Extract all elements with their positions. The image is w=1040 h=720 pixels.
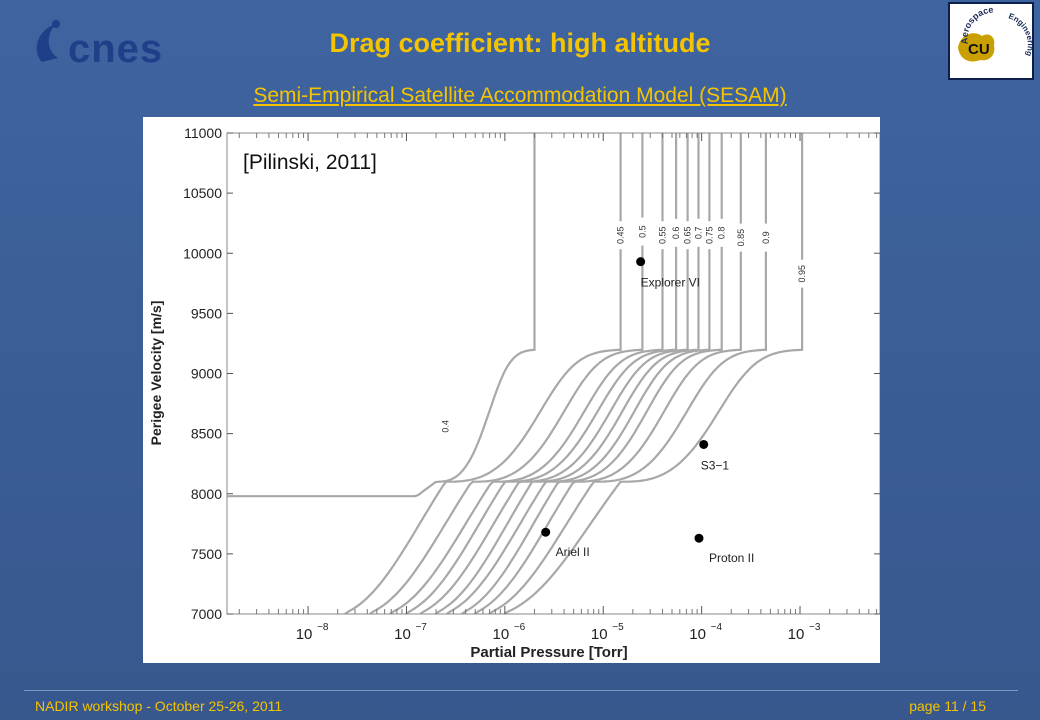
chart-curve-labels: 0.4 0.45 0.5 0.55 0.6 0.65 0.7 0.75 0.8 0.85 0.9 0.… [439,217,809,441]
x-tick-exponent: −5 [612,622,624,633]
curve-label: 0.95 [797,265,807,283]
cnes-logo: cnes [36,20,163,71]
y-tick-label: 8000 [191,486,222,502]
curve-label-bg [715,218,728,247]
curve-0-95 [503,133,804,615]
chart-citation: [Pilinski, 2011] [243,151,377,174]
cu-logo-text-side: Engineering [1007,11,1035,57]
satellite-label: Ariel II [556,545,590,559]
x-tick-label: 10 [689,626,706,643]
x-tick-label: 10 [591,626,608,643]
chart-plot-frame [226,132,881,615]
x-tick-exponent: −8 [317,622,329,633]
curve-label: 0.8 [717,227,727,240]
curve-0-9 [488,133,767,615]
curve-label-bg [670,218,683,247]
x-tick-label: 10 [493,626,510,643]
chart-x-axis-label: Partial Pressure [Torr] [470,644,627,661]
footer-page-number: page 11 / 15 [909,698,986,714]
y-tick-label: 7500 [191,546,222,562]
chart-ticks: 7000 7500 8000 8500 9000 9500 10000 10500 11000 1… [183,125,880,643]
curve-0-65 [419,133,689,615]
slide-subtitle: Semi-Empirical Satellite Accommodation M… [253,84,787,107]
x-tick-exponent: −4 [711,622,723,633]
curve-0-4 [227,133,536,498]
y-tick-label: 11000 [184,125,222,141]
y-tick-label: 10000 [183,245,222,261]
y-tick-label: 9000 [191,366,222,382]
curve-label: 0.7 [694,227,704,240]
satellite-point [699,439,709,449]
y-tick-label: 8500 [191,426,222,442]
curve-0-85 [474,133,742,615]
curve-label-bg [796,259,809,288]
satellite-label: Explorer VI [641,276,700,290]
svg-text:Engineering: Engineering [1007,11,1032,57]
curve-0-75 [446,133,711,615]
satellite-point [694,533,704,543]
chart-panel: 0.4 0.45 0.5 0.55 0.6 0.65 0.7 0.75 0.8 0.85 0.9 0.… [143,117,881,663]
curve-0-8 [461,133,723,615]
satellite-point [636,257,646,267]
x-tick-exponent: −3 [809,622,821,633]
curve-0-6 [405,133,678,615]
y-tick-label: 7000 [191,606,222,622]
satellite-label: Proton II [709,551,754,565]
curve-0-5 [369,133,644,615]
x-tick-label: 10 [296,626,313,643]
curve-label: 0.85 [736,229,746,247]
x-tick-label: 10 [394,626,411,643]
curve-label: 0.45 [616,226,626,244]
footer-divider [24,690,1018,691]
cu-monogram: CU [968,41,990,58]
buffalo-icon [958,33,995,62]
cnes-logo-text: cnes [68,27,163,71]
y-tick-label: 9500 [191,305,222,321]
curve-0-45 [344,133,622,615]
curve-label-bg [759,223,772,252]
y-tick-label: 10500 [183,185,222,201]
curve-label-bg [734,223,747,252]
satellite-point [541,527,551,537]
curve-label: 0.9 [761,231,771,244]
x-tick-exponent: −7 [415,622,427,633]
chart-curves [227,133,804,615]
chart-points: Explorer VI S3−1 Ariel II Proton II [541,257,754,565]
curve-label-bg [692,218,705,247]
curve-label-bg [636,217,649,246]
footer-event: NADIR workshop - October 25-26, 2011 [35,698,283,714]
curve-label-bg [614,221,627,250]
curve-label-bg [656,221,669,250]
drag-coefficient-chart: 0.4 0.45 0.5 0.55 0.6 0.65 0.7 0.75 0.8 0.85 0.9 0.… [148,125,881,661]
satellite-label: S3−1 [701,458,730,472]
curve-label: 0.6 [671,227,681,240]
curve-label-bg [703,221,716,250]
curve-label: 0.5 [637,225,647,238]
cu-aerospace-logo: CU Aerospace Engineering [948,2,1035,80]
curve-label-bg [439,412,452,441]
slide-title: Drag coefficient: high altitude [329,28,711,58]
cnes-swoosh-icon [36,24,58,62]
curve-0-7 [435,133,700,615]
curve-label: 0.55 [657,226,667,244]
curve-label: 0.65 [683,226,693,244]
curve-0-55 [389,133,664,615]
curve-label-bg [681,221,694,250]
x-tick-label: 10 [788,626,805,643]
x-tick-exponent: −6 [514,622,526,633]
curve-label: 0.75 [704,226,714,244]
chart-y-axis-label: Perigee Velocity [m/s] [148,301,164,446]
curve-label: 0.4 [441,420,451,433]
